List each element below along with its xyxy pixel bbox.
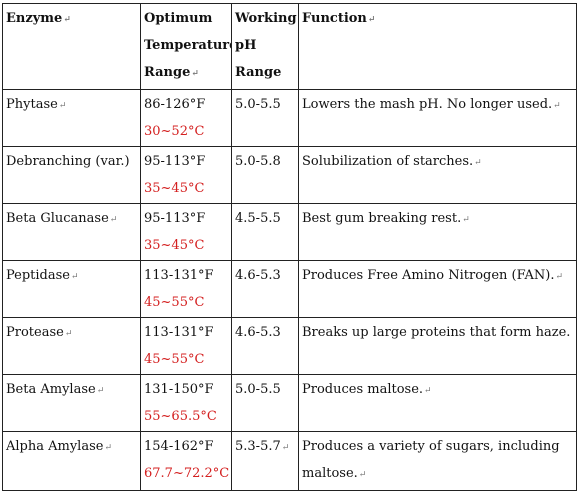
function-cell: Produces a variety of sugars, including … xyxy=(298,431,577,491)
enzyme-cell: Debranching (var.) xyxy=(2,146,141,204)
temp-celsius: 45~55°C xyxy=(144,295,205,310)
table-row: Debranching (var.) 95-113°F 35~45°C 5.0-5… xyxy=(2,146,577,204)
ph-cell: 4.5-5.5 xyxy=(231,203,299,261)
temperature-cell: 113-131°F 45~55°C xyxy=(140,317,232,375)
enzyme-cell: Phytase↵ xyxy=(2,89,141,147)
ph-cell: 4.6-5.3 xyxy=(231,317,299,375)
temp-celsius: 35~45°C xyxy=(144,181,205,196)
table-row: Phytase↵ 86-126°F 30~52°C 5.0-5.5 Lowers … xyxy=(2,89,577,147)
header-enzyme: Enzyme↵ xyxy=(2,3,141,90)
table-row: Beta Glucanase↵ 95-113°F 35~45°C 4.5-5.5 … xyxy=(2,203,577,261)
function-cell: Produces Free Amino Nitrogen (FAN).↵ xyxy=(298,260,577,318)
temp-celsius: 55~65.5°C xyxy=(144,409,217,424)
function-cell: Lowers the mash pH. No longer used.↵ xyxy=(298,89,577,147)
ph-cell: 5.0-5.5 xyxy=(231,89,299,147)
header-row: Enzyme↵ Optimum Temperature Range↵ Worki… xyxy=(2,3,577,90)
enzyme-cell: Protease↵ xyxy=(2,317,141,375)
temperature-cell: 131-150°F 55~65.5°C xyxy=(140,374,232,432)
enzyme-cell: Alpha Amylase↵ xyxy=(2,431,141,491)
ph-cell: 5.3-5.7↵ xyxy=(231,431,299,491)
temp-celsius: 30~52°C xyxy=(144,124,205,139)
temperature-cell: 95-113°F 35~45°C xyxy=(140,146,232,204)
function-cell: Best gum breaking rest.↵ xyxy=(298,203,577,261)
ph-cell: 5.0-5.5 xyxy=(231,374,299,432)
enzyme-cell: Beta Amylase↵ xyxy=(2,374,141,432)
enzyme-cell: Peptidase↵ xyxy=(2,260,141,318)
function-cell: Produces maltose.↵ xyxy=(298,374,577,432)
function-cell: Solubilization of starches.↵ xyxy=(298,146,577,204)
enzyme-cell: Beta Glucanase↵ xyxy=(2,203,141,261)
table-row: Peptidase↵ 113-131°F 45~55°C 4.6-5.3 Prod… xyxy=(2,260,577,318)
header-temperature: Optimum Temperature Range↵ xyxy=(140,3,232,90)
table-row: Beta Amylase↵ 131-150°F 55~65.5°C 5.0-5.5… xyxy=(2,374,577,432)
temp-celsius: 67.7~72.2°C xyxy=(144,466,230,481)
temp-celsius: 35~45°C xyxy=(144,238,205,253)
temperature-cell: 113-131°F 45~55°C xyxy=(140,260,232,318)
temperature-cell: 154-162°F 67.7~72.2°C xyxy=(140,431,232,491)
temperature-cell: 86-126°F 30~52°C xyxy=(140,89,232,147)
temp-celsius: 45~55°C xyxy=(144,352,205,367)
table-row: Alpha Amylase↵ 154-162°F 67.7~72.2°C 5.3-… xyxy=(2,431,577,491)
ph-cell: 5.0-5.8 xyxy=(231,146,299,204)
table-row: Protease↵ 113-131°F 45~55°C 4.6-5.3 Break… xyxy=(2,317,577,375)
ph-cell: 4.6-5.3 xyxy=(231,260,299,318)
enzyme-table: Enzyme↵ Optimum Temperature Range↵ Worki… xyxy=(2,3,577,491)
header-function: Function↵ xyxy=(298,3,577,90)
header-ph: Working pH Range xyxy=(231,3,299,90)
function-cell: Breaks up large proteins that form haze. xyxy=(298,317,577,375)
temperature-cell: 95-113°F 35~45°C xyxy=(140,203,232,261)
